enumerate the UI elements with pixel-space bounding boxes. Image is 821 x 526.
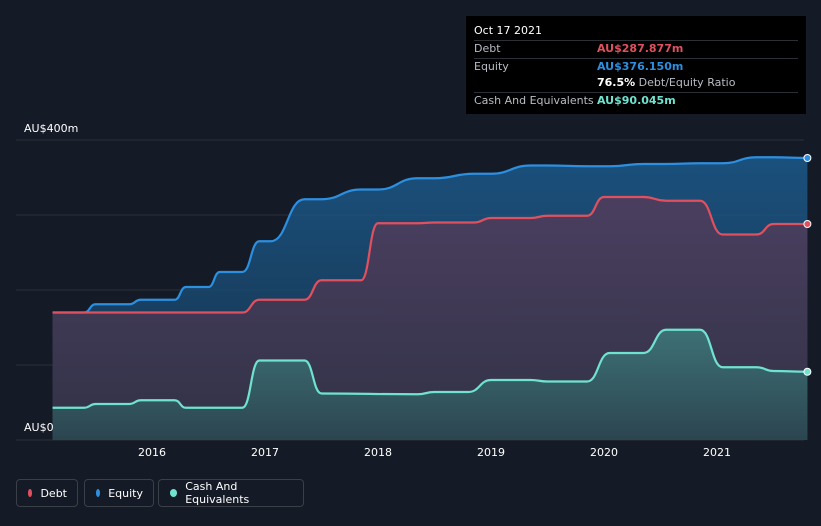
- tooltip-ratio-row: 76.5% Debt/Equity Ratio: [474, 75, 798, 92]
- x-tick-label: 2016: [138, 446, 166, 459]
- legend-debt[interactable]: Debt: [16, 479, 78, 507]
- legend-equity[interactable]: Equity: [84, 479, 154, 507]
- equity-line: [52, 156, 808, 314]
- end-markers: [803, 154, 812, 376]
- tooltip-cash-value: AU$90.045m: [597, 93, 676, 107]
- cash-line: [52, 328, 808, 409]
- series-lines: [52, 156, 808, 409]
- legend-debt-label: Debt: [40, 486, 67, 500]
- tooltip-debt-row: Debt AU$287.877m: [474, 40, 798, 58]
- tooltip-equity-label: Equity: [474, 59, 509, 73]
- cash-area: [52, 329, 808, 440]
- tooltip-equity-value: AU$376.150m: [597, 59, 684, 73]
- legend-cash-label: Cash And Equivalents: [185, 480, 250, 506]
- y-axis-bottom-label: AU$0: [24, 421, 54, 434]
- series-areas: [52, 157, 808, 440]
- equity-end-marker: [803, 154, 812, 162]
- tooltip-ratio-label: Debt/Equity Ratio: [638, 76, 736, 89]
- equity-dot-icon: [96, 489, 101, 497]
- tooltip-date: Oct 17 2021: [474, 24, 543, 37]
- tooltip-equity-row: Equity AU$376.150m: [474, 57, 798, 76]
- debt-dot-icon: [28, 489, 33, 497]
- debt-line: [52, 195, 808, 314]
- x-tick-label: 2021: [703, 446, 731, 459]
- y-axis-top-label: AU$400m: [24, 122, 79, 135]
- tooltip-cash-label: Cash And Equivalents: [474, 93, 594, 107]
- tooltip-ratio-value: 76.5%: [597, 76, 636, 89]
- legend-cash[interactable]: Cash And Equivalents: [158, 479, 304, 507]
- tooltip-debt-label: Debt: [474, 42, 501, 55]
- x-tick-label: 2017: [251, 446, 279, 459]
- legend-equity-label: Equity: [108, 486, 143, 500]
- x-tick-label: 2019: [477, 446, 505, 459]
- tooltip-debt-value: AU$287.877m: [597, 42, 684, 55]
- x-tick-label: 2018: [364, 446, 392, 459]
- x-tick-label: 2020: [590, 446, 618, 459]
- debt-end-marker: [803, 220, 812, 228]
- data-tooltip: Oct 17 2021 Debt AU$287.877m Equity AU$3…: [466, 16, 806, 114]
- cash-end-marker: [803, 367, 812, 376]
- cash-dot-icon: [170, 489, 178, 497]
- tooltip-cash-row: Cash And Equivalents AU$90.045m: [474, 91, 798, 110]
